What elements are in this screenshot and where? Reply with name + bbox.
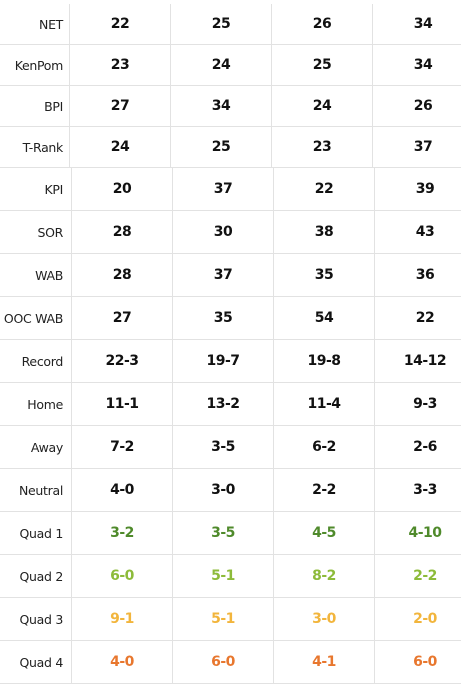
- cell-value: 28: [71, 254, 172, 296]
- cell-value: 4-10: [374, 512, 461, 554]
- row-label: Away: [30, 439, 63, 455]
- cell-value: 43: [374, 211, 461, 253]
- cell-value: 13-2: [172, 383, 273, 425]
- cell-value: 34: [170, 86, 271, 126]
- cell-value: 6-0: [374, 641, 461, 683]
- cell-value: 25: [170, 4, 271, 44]
- cell-value: 4-5: [273, 512, 374, 554]
- table-row: Record 22-3 19-7 19-8 14-12: [0, 340, 461, 383]
- cell-value: 4-0: [71, 641, 172, 683]
- cell-value: 3-2: [71, 512, 172, 554]
- table-row: Away 7-2 3-5 6-2 2-6: [0, 426, 461, 469]
- table-row: Quad 2 6-0 5-1 8-2 2-2: [0, 555, 461, 598]
- cell-value: 36: [374, 254, 461, 296]
- cell-value: 25: [271, 45, 372, 85]
- cell-value: 27: [71, 297, 172, 339]
- cell-value: 2-6: [374, 426, 461, 468]
- cell-value: 4-0: [71, 469, 172, 511]
- row-label: OOC WAB: [3, 310, 63, 326]
- cell-value: 3-5: [172, 512, 273, 554]
- row-label: Quad 3: [19, 611, 64, 627]
- cell-value: 22: [273, 168, 374, 210]
- cell-value: 6-2: [273, 426, 374, 468]
- row-label: WAB: [35, 267, 63, 283]
- cell-value: 27: [69, 86, 170, 126]
- cell-value: 37: [172, 254, 273, 296]
- row-label: Record: [21, 353, 64, 369]
- cell-value: 22: [69, 4, 170, 44]
- cell-value: 11-4: [273, 383, 374, 425]
- cell-value: 6-0: [71, 555, 172, 597]
- cell-value: 6-0: [172, 641, 273, 683]
- cell-value: 24: [271, 86, 372, 126]
- cell-value: 30: [172, 211, 273, 253]
- cell-value: 23: [271, 127, 372, 167]
- table-row: OOC WAB 27 35 54 22: [0, 297, 461, 340]
- cell-value: 28: [71, 211, 172, 253]
- cell-value: 4-1: [273, 641, 374, 683]
- table-row: NET 22 25 26 34: [0, 4, 461, 45]
- row-label: Quad 2: [19, 568, 64, 584]
- table-row: KenPom 23 24 25 34: [0, 45, 461, 86]
- cell-value: 22: [374, 297, 461, 339]
- cell-value: 9-3: [374, 383, 461, 425]
- cell-value: 2-2: [273, 469, 374, 511]
- table-row: Home 11-1 13-2 11-4 9-3: [0, 383, 461, 426]
- table-row: Neutral 4-0 3-0 2-2 3-3: [0, 469, 461, 512]
- cell-value: 37: [172, 168, 273, 210]
- cell-value: 35: [172, 297, 273, 339]
- cell-value: 37: [372, 127, 461, 167]
- cell-value: 34: [372, 4, 461, 44]
- row-label: BPI: [44, 98, 63, 114]
- row-label: Quad 1: [19, 525, 64, 541]
- cell-value: 2-2: [374, 555, 461, 597]
- cell-value: 3-5: [172, 426, 273, 468]
- cell-value: 54: [273, 297, 374, 339]
- cell-value: 26: [271, 4, 372, 44]
- table-row: Quad 1 3-2 3-5 4-5 4-10: [0, 512, 461, 555]
- row-label: SOR: [37, 224, 63, 240]
- cell-value: 23: [69, 45, 170, 85]
- cell-value: 7-2: [71, 426, 172, 468]
- row-label: KPI: [44, 181, 63, 197]
- cell-value: 25: [170, 127, 271, 167]
- cell-value: 19-8: [273, 340, 374, 382]
- cell-value: 19-7: [172, 340, 273, 382]
- cell-value: 20: [71, 168, 172, 210]
- cell-value: 2-0: [374, 598, 461, 640]
- cell-value: 24: [170, 45, 271, 85]
- table-row: SOR 28 30 38 43: [0, 211, 461, 254]
- cell-value: 5-1: [172, 598, 273, 640]
- cell-value: 38: [273, 211, 374, 253]
- cell-value: 3-0: [273, 598, 374, 640]
- cell-value: 22-3: [71, 340, 172, 382]
- row-label: Neutral: [18, 482, 63, 498]
- cell-value: 3-3: [374, 469, 461, 511]
- row-label: NET: [39, 16, 63, 32]
- table-row: WAB 28 37 35 36: [0, 254, 461, 297]
- table-row: KPI 20 37 22 39: [0, 168, 461, 211]
- table-row: BPI 27 34 24 26: [0, 86, 461, 127]
- cell-value: 14-12: [374, 340, 461, 382]
- table-row: T-Rank 24 25 23 37: [0, 127, 461, 168]
- cell-value: 9-1: [71, 598, 172, 640]
- cell-value: 8-2: [273, 555, 374, 597]
- cell-value: 11-1: [71, 383, 172, 425]
- table-row: Quad 3 9-1 5-1 3-0 2-0: [0, 598, 461, 641]
- cell-value: 35: [273, 254, 374, 296]
- row-label: T-Rank: [22, 139, 64, 155]
- cell-value: 39: [374, 168, 461, 210]
- row-label: Quad 4: [19, 654, 64, 670]
- cell-value: 5-1: [172, 555, 273, 597]
- table-row: Quad 4 4-0 6-0 4-1 6-0: [0, 641, 461, 684]
- row-label: KenPom: [14, 57, 64, 73]
- cell-value: 26: [372, 86, 461, 126]
- cell-value: 34: [372, 45, 461, 85]
- cell-value: 3-0: [172, 469, 273, 511]
- row-label: Home: [27, 396, 63, 412]
- cell-value: 24: [69, 127, 170, 167]
